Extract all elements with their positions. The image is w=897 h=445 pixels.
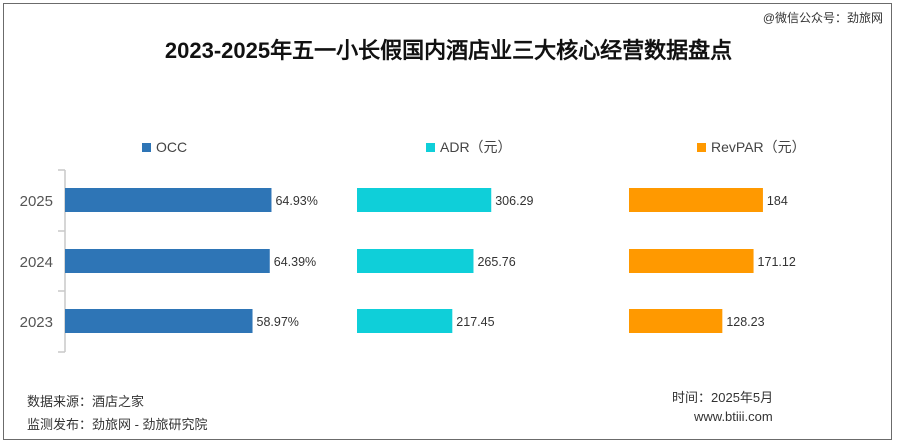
- data-label-occ-2024: 64.39%: [274, 255, 316, 269]
- data-label-revpar元-2025: 184: [767, 194, 788, 208]
- watermark: @微信公众号：劲旅网: [762, 11, 883, 25]
- legend-label-revpar元: RevPAR（元）: [711, 139, 806, 155]
- legend-label-adr元: ADR（元）: [440, 139, 512, 155]
- category-label-2025: 2025: [20, 193, 53, 210]
- legend-label-occ: OCC: [156, 139, 187, 155]
- legend-swatch-occ: [142, 143, 151, 152]
- bar-occ-2023: [65, 309, 253, 333]
- data-label-adr元-2025: 306.29: [495, 194, 533, 208]
- data-label-revpar元-2024: 171.12: [758, 255, 796, 269]
- bar-adr元-2024: [357, 249, 474, 273]
- data-label-adr元-2024: 265.76: [477, 255, 515, 269]
- legend-swatch-revpar元: [697, 143, 706, 152]
- category-label-2023: 2023: [20, 314, 53, 331]
- bar-occ-2025: [65, 188, 272, 212]
- data-label-occ-2023: 58.97%: [257, 315, 299, 329]
- bar-revpar元-2025: [629, 188, 763, 212]
- category-label-2024: 2024: [20, 254, 53, 271]
- data-source: 数据来源：酒店之家: [27, 394, 145, 409]
- publisher: 监测发布：劲旅网 - 劲旅研究院: [27, 417, 208, 432]
- website: www.btiii.com: [694, 409, 773, 424]
- bar-revpar元-2023: [629, 309, 723, 333]
- bar-adr元-2025: [357, 188, 492, 212]
- data-label-adr元-2023: 217.45: [456, 315, 494, 329]
- bar-adr元-2023: [357, 309, 453, 333]
- chart-title: 2023-2025年五一小长假国内酒店业三大核心经营数据盘点: [164, 38, 733, 63]
- data-label-occ-2025: 64.93%: [275, 194, 317, 208]
- chart-frame: [3, 3, 892, 440]
- publish-time: 时间：2025年5月: [672, 390, 774, 405]
- bar-revpar元-2024: [629, 249, 754, 273]
- data-label-revpar元-2023: 128.23: [726, 315, 764, 329]
- legend-swatch-adr元: [426, 143, 435, 152]
- bar-occ-2024: [65, 249, 270, 273]
